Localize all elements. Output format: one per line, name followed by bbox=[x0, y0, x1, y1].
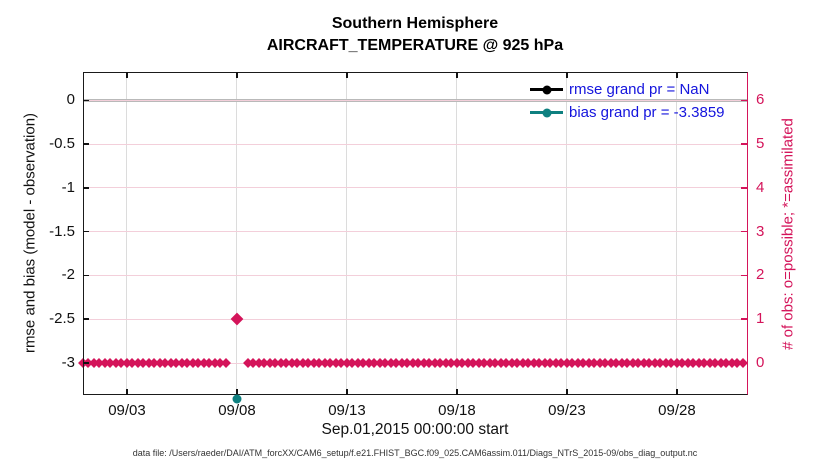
x-tick-label: 09/23 bbox=[548, 402, 586, 419]
legend-entry-bias: bias grand pr = -3.3859 bbox=[530, 101, 725, 124]
y-tick-label-right: 5 bbox=[756, 135, 765, 153]
grid-line-horizontal bbox=[83, 99, 748, 101]
y-axis-tick-left bbox=[83, 143, 89, 145]
y-tick-label-right: 0 bbox=[756, 354, 765, 372]
x-axis-tick-top bbox=[346, 72, 348, 78]
y-axis-tick-left bbox=[83, 187, 89, 189]
obs-count-marker bbox=[221, 358, 231, 368]
plot-area: rmse grand pr = NaN bias grand pr = -3.3… bbox=[49, 72, 764, 419]
y-axis-tick-left bbox=[83, 362, 89, 364]
y-tick-label-right: 3 bbox=[756, 222, 765, 240]
x-axis-tick bbox=[456, 389, 458, 395]
y-tick-label-left: -2.5 bbox=[49, 310, 75, 328]
x-axis-tick bbox=[236, 389, 238, 395]
y-axis-tick-right bbox=[741, 274, 748, 277]
x-tick-label: 09/28 bbox=[658, 402, 696, 419]
legend-entry-rmse: rmse grand pr = NaN bbox=[530, 78, 725, 101]
legend-label-rmse: rmse grand pr = NaN bbox=[569, 81, 710, 98]
figure-title: Southern Hemisphere AIRCRAFT_TEMPERATURE… bbox=[0, 13, 830, 57]
bias-data-point bbox=[232, 394, 242, 404]
y-tick-label-left: -1 bbox=[61, 178, 75, 196]
rmse-marker-icon bbox=[542, 85, 551, 94]
obs-count-marker-diamond bbox=[230, 312, 244, 326]
y-axis-tick-left bbox=[83, 318, 89, 320]
y-axis-tick-left bbox=[83, 99, 89, 102]
y-tick-label-right: 2 bbox=[756, 266, 765, 284]
x-axis-tick bbox=[566, 389, 568, 395]
grid-line-horizontal bbox=[83, 231, 748, 233]
y-axis-tick-right bbox=[741, 99, 748, 102]
rmse-line-sample bbox=[530, 85, 563, 94]
bias-line-sample bbox=[530, 108, 563, 117]
x-axis-tick bbox=[676, 389, 678, 395]
y-axis-tick-right bbox=[741, 230, 748, 233]
grid-line-horizontal bbox=[83, 274, 748, 276]
x-axis-tick-top bbox=[456, 72, 458, 78]
x-tick-label: 09/03 bbox=[108, 402, 146, 419]
x-axis-tick-top bbox=[566, 72, 568, 78]
grid-line-vertical bbox=[566, 72, 568, 395]
grid-line-horizontal bbox=[83, 143, 748, 145]
y-axis-label-right: # of obs: o=possible; *=assimilated bbox=[779, 118, 797, 350]
x-axis-label: Sep.01,2015 00:00:00 start bbox=[321, 421, 509, 438]
x-axis-tick-top bbox=[676, 72, 678, 78]
y-axis-tick-right bbox=[741, 187, 748, 189]
title-line-2: AIRCRAFT_TEMPERATURE @ 925 hPa bbox=[266, 37, 564, 54]
y-tick-label-left: -2 bbox=[61, 266, 75, 284]
y-axis-tick-right bbox=[741, 143, 748, 145]
x-axis-tick-top bbox=[236, 72, 238, 78]
legend-label-bias: bias grand pr = -3.3859 bbox=[569, 104, 725, 121]
x-axis-tick-top bbox=[126, 72, 128, 78]
grid-line-vertical bbox=[676, 72, 678, 395]
y-tick-label-left: -0.5 bbox=[49, 135, 75, 153]
y-axis-tick-right bbox=[741, 318, 748, 320]
grid-line-horizontal bbox=[83, 318, 748, 320]
grid-line-vertical bbox=[346, 72, 348, 395]
title-line-1: Southern Hemisphere bbox=[331, 15, 499, 32]
y-tick-label-right: 6 bbox=[756, 91, 765, 109]
x-tick-label: 09/13 bbox=[328, 402, 366, 419]
x-axis-tick bbox=[346, 389, 348, 395]
y-axis-tick-right bbox=[741, 362, 748, 364]
data-file-caption: data file: /Users/raeder/DAI/ATM_forcXX/… bbox=[132, 448, 698, 458]
grid-line-horizontal bbox=[83, 187, 748, 189]
x-axis-tick bbox=[126, 389, 128, 395]
y-axis-tick-left bbox=[83, 230, 89, 233]
grid-line-vertical bbox=[236, 72, 238, 395]
y-tick-label-right: 4 bbox=[756, 178, 765, 196]
grid-line-vertical bbox=[456, 72, 458, 395]
y-tick-label-left: 0 bbox=[66, 91, 75, 109]
x-tick-label: 09/18 bbox=[438, 402, 476, 419]
y-tick-label-left: -1.5 bbox=[49, 222, 75, 240]
legend: rmse grand pr = NaN bias grand pr = -3.3… bbox=[530, 78, 725, 124]
grid-line-vertical bbox=[126, 72, 128, 395]
bias-marker-icon bbox=[542, 108, 551, 117]
y-axis-tick-left bbox=[83, 274, 89, 277]
x-tick-label: 09/08 bbox=[218, 402, 256, 419]
y-tick-label-left: -3 bbox=[61, 354, 75, 372]
y-tick-label-right: 1 bbox=[756, 310, 765, 328]
